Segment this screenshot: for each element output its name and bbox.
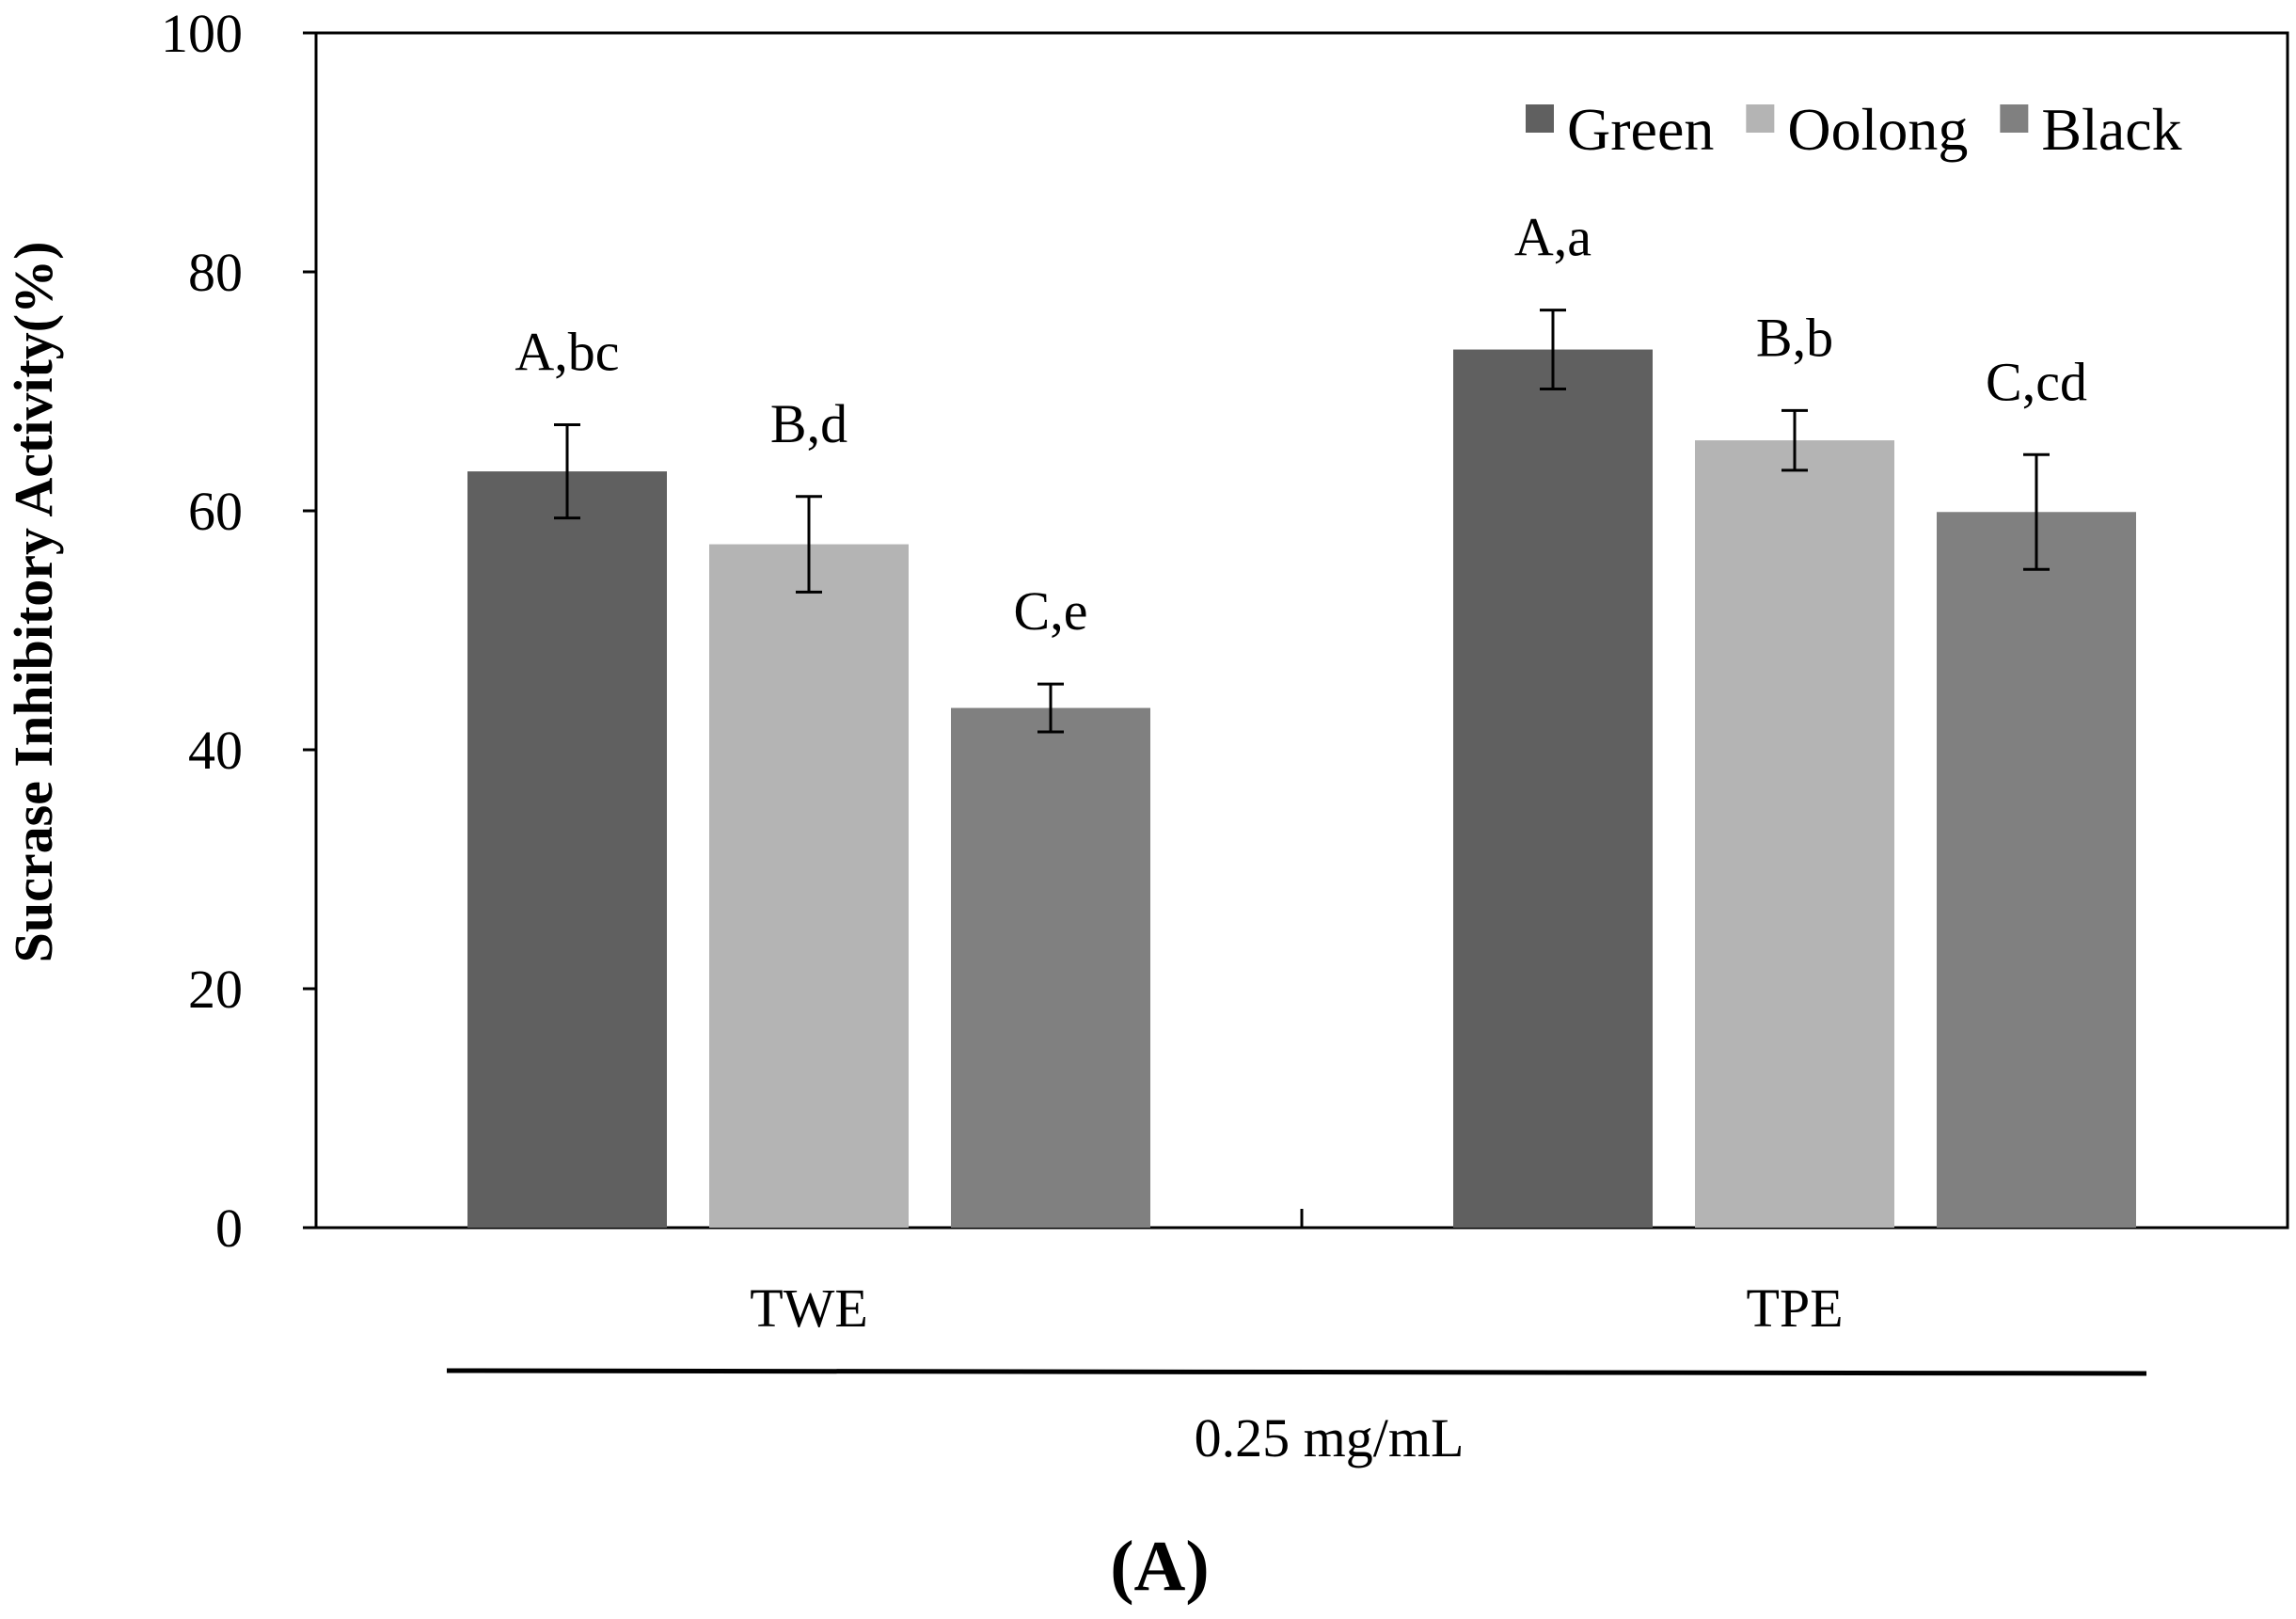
y-tick-label: 100 [161, 3, 243, 64]
data-label: C,cd [1986, 351, 2087, 412]
data-label: A,bc [515, 322, 619, 383]
legend-swatch-green [1526, 104, 1554, 133]
x-tick-label: TWE [750, 1278, 868, 1339]
data-labels: A,bc B,d C,e A,a B,b C,cd [515, 207, 2087, 643]
bars [467, 309, 2136, 1229]
legend-label-oolong: Oolong [1787, 96, 1968, 163]
bar-black-twe [951, 707, 1150, 1228]
bar-oolong-tpe [1695, 440, 1894, 1228]
y-tick-label: 40 [188, 720, 243, 781]
data-label: B,b [1756, 307, 1833, 368]
panel-label: (A) [1110, 1527, 1210, 1606]
data-label: C,e [1014, 580, 1088, 642]
y-tick-label: 0 [215, 1198, 243, 1259]
x-axis-group-line [446, 1368, 2147, 1376]
y-tick-label: 20 [188, 959, 243, 1020]
y-axis-label: Sucrase Inhibitory Activity(%) [3, 242, 64, 963]
axes: 0 20 40 60 80 100 TWE TPE [161, 3, 2289, 1339]
legend-swatch-black [2000, 104, 2029, 133]
legend-swatch-oolong [1746, 104, 1775, 133]
data-label: A,a [1514, 207, 1591, 268]
bar-green-twe [467, 471, 667, 1229]
x-axis-label: 0.25 mg/mL [1195, 1407, 1465, 1468]
legend-label-black: Black [2041, 96, 2181, 163]
bar-green-tpe [1453, 349, 1653, 1228]
bar-black-tpe [1937, 512, 2136, 1228]
legend: Green Oolong Black [1526, 96, 2182, 163]
data-label: B,d [770, 393, 847, 454]
bar-oolong-twe [709, 544, 909, 1228]
y-tick-label: 80 [188, 242, 243, 303]
legend-label-green: Green [1567, 96, 1714, 163]
x-tick-label: TPE [1746, 1278, 1843, 1339]
y-tick-label: 60 [188, 481, 243, 542]
